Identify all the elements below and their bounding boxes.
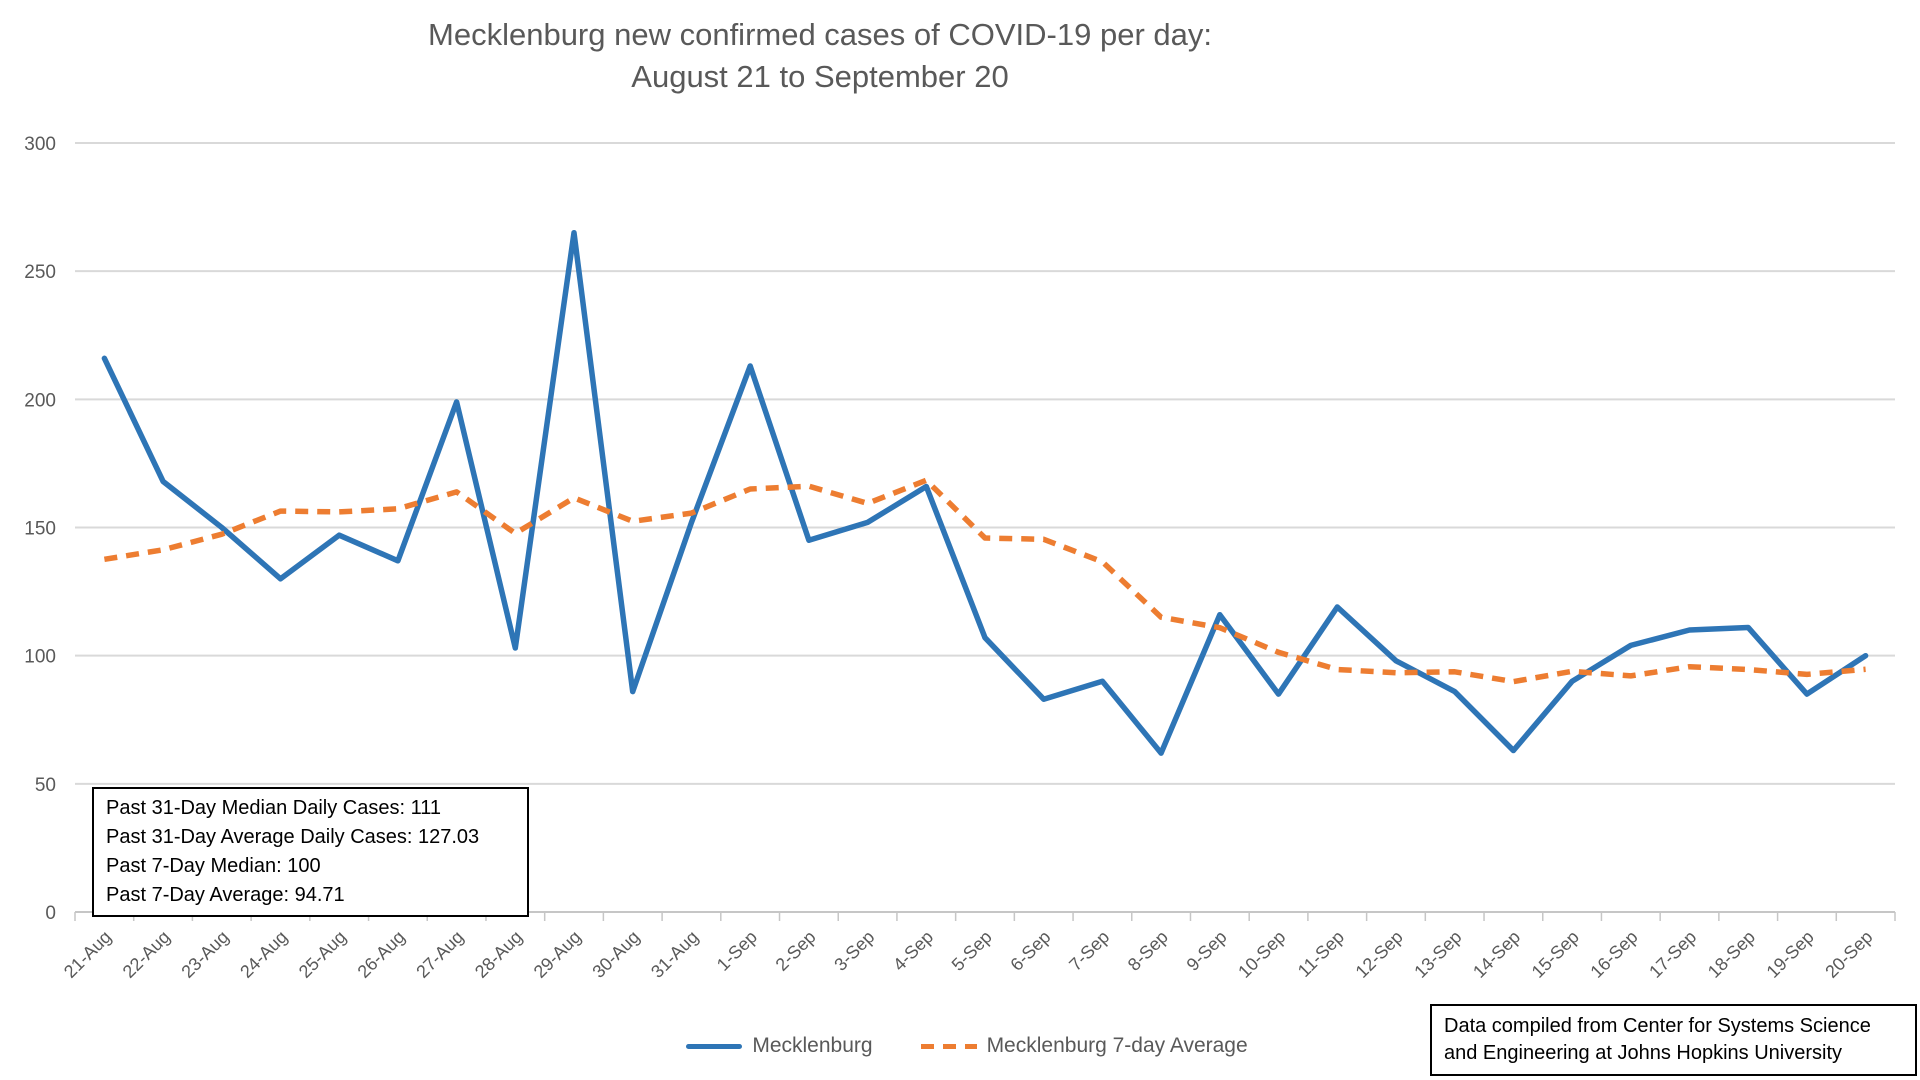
x-axis-tick-label: 11-Sep xyxy=(1294,927,1348,981)
x-axis-tick-label: 15-Sep xyxy=(1528,927,1583,982)
legend-item-7day-average: Mecklenburg 7-day Average xyxy=(920,1034,1248,1058)
y-axis-tick-label: 0 xyxy=(45,903,56,924)
x-axis-tick-label: 21-Aug xyxy=(60,927,115,982)
legend: Mecklenburg Mecklenburg 7-day Average xyxy=(7,1028,1920,1064)
x-axis-tick-label: 29-Aug xyxy=(530,927,585,982)
x-axis-tick-label: 26-Aug xyxy=(354,927,409,982)
x-axis-tick-label: 1-Sep xyxy=(713,927,761,975)
x-axis-tick-label: 9-Sep xyxy=(1183,927,1231,975)
y-axis-tick-label: 200 xyxy=(24,390,56,411)
stats-box: Past 31-Day Median Daily Cases: 111 Past… xyxy=(92,787,529,917)
y-axis-tick-label: 300 xyxy=(24,134,56,155)
legend-dashed-line-icon xyxy=(920,1043,977,1049)
x-axis-tick-label: 23-Aug xyxy=(177,927,232,982)
stats-line-7day-average: Past 7-Day Average: 94.71 xyxy=(106,884,345,906)
x-axis-tick-label: 20-Sep xyxy=(1821,927,1876,982)
chart-title: Mecklenburg new confirmed cases of COVID… xyxy=(0,14,1640,98)
x-axis-tick-label: 24-Aug xyxy=(236,927,291,982)
x-axis-tick-label: 16-Sep xyxy=(1586,927,1641,982)
x-axis-tick-label: 14-Sep xyxy=(1469,927,1524,982)
x-axis-tick-label: 18-Sep xyxy=(1704,927,1759,982)
x-axis-tick-label: 10-Sep xyxy=(1234,927,1289,982)
x-axis-tick-label: 25-Aug xyxy=(295,927,350,982)
x-axis-tick-label: 4-Sep xyxy=(889,927,937,975)
x-axis-tick-label: 30-Aug xyxy=(588,927,643,982)
x-axis-tick-label: 28-Aug xyxy=(471,927,526,982)
x-axis-tick-label: 27-Aug xyxy=(412,927,467,982)
y-axis-tick-label: 250 xyxy=(24,262,56,283)
chart-title-line2: August 21 to September 20 xyxy=(631,59,1009,94)
x-axis-tick-label: 2-Sep xyxy=(772,927,820,975)
x-axis-tick-label: 12-Sep xyxy=(1352,927,1407,982)
x-axis-tick-label: 19-Sep xyxy=(1763,927,1818,982)
x-axis-tick-label: 3-Sep xyxy=(830,927,878,975)
x-axis-tick-label: 7-Sep xyxy=(1065,927,1113,975)
stats-line-31day-median: Past 31-Day Median Daily Cases: 111 xyxy=(106,797,441,819)
chart-title-line1: Mecklenburg new confirmed cases of COVID… xyxy=(428,17,1212,52)
series-line-mecklenburg xyxy=(101,229,1869,756)
source-text: Data compiled from Center for Systems Sc… xyxy=(1444,1015,1871,1064)
y-axis-tick-label: 100 xyxy=(24,647,56,668)
legend-solid-line-icon xyxy=(686,1043,743,1049)
y-axis-tick-label: 150 xyxy=(24,519,56,540)
x-axis-tick-label: 6-Sep xyxy=(1006,927,1054,975)
stats-line-7day-median: Past 7-Day Median: 100 xyxy=(106,855,321,877)
x-axis-tick-label: 5-Sep xyxy=(948,927,996,975)
legend-label-mecklenburg: Mecklenburg xyxy=(752,1034,873,1057)
series-line-7day-average xyxy=(103,477,1866,685)
x-axis-tick-label: 17-Sep xyxy=(1645,927,1700,982)
stats-line-31day-average: Past 31-Day Average Daily Cases: 127.03 xyxy=(106,826,480,848)
y-axis-tick-label: 50 xyxy=(35,775,56,796)
x-axis-tick-label: 22-Aug xyxy=(119,927,174,982)
x-axis-tick-label: 31-Aug xyxy=(647,927,702,982)
source-box: Data compiled from Center for Systems Sc… xyxy=(1430,1004,1917,1076)
x-axis-tick-label: 8-Sep xyxy=(1124,927,1172,975)
legend-label-7day-average: Mecklenburg 7-day Average xyxy=(986,1034,1248,1057)
x-axis-tick-label: 13-Sep xyxy=(1410,927,1465,982)
legend-item-mecklenburg: Mecklenburg xyxy=(686,1034,873,1058)
